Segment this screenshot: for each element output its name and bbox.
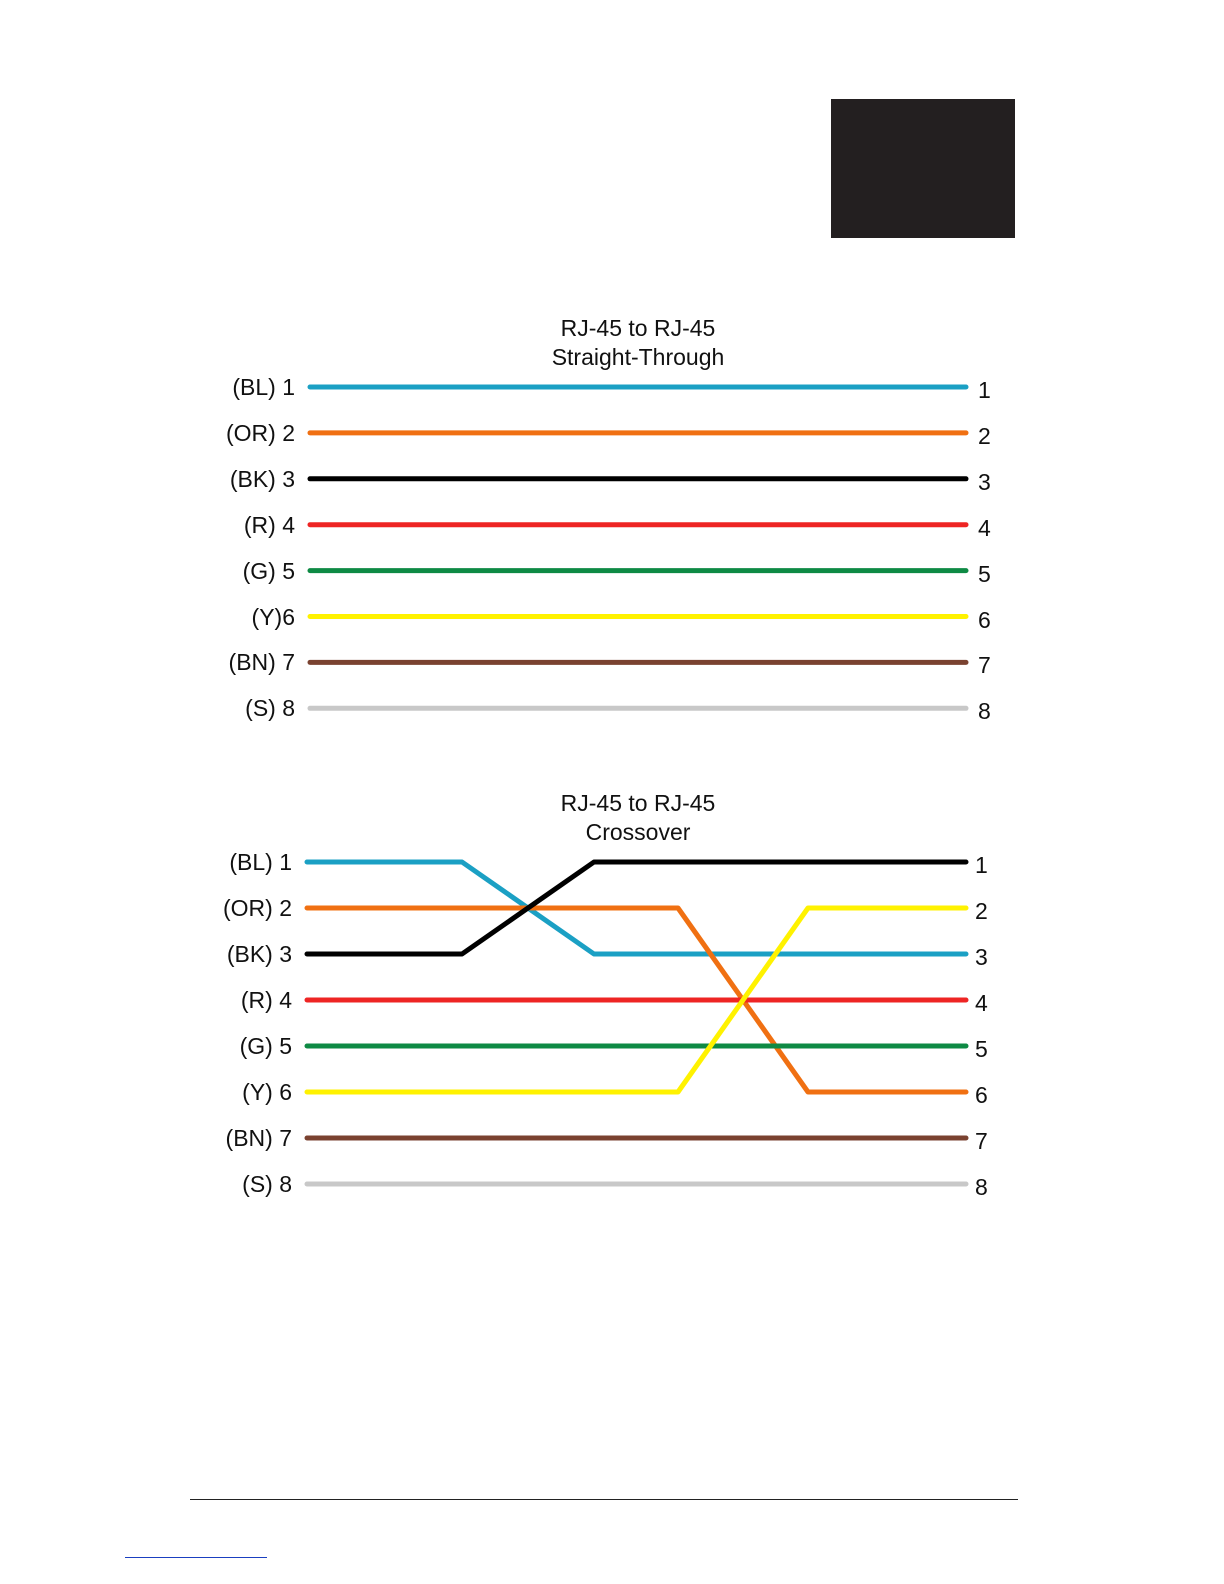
straight-right-pin-label: 2	[978, 422, 991, 449]
straight-left-pin-label: (Y)6	[251, 603, 295, 630]
straight-right-pin-label: 1	[978, 377, 991, 403]
crossover-right-pin-label: 4	[975, 990, 988, 1016]
straight-right-pin-label: 8	[978, 698, 991, 725]
straight-left-pin-label: (BN) 7	[228, 649, 295, 676]
crossover-wire-bk	[304, 859, 969, 957]
crossover-right-pin-label: 8	[975, 1174, 988, 1200]
straight-left-pin-label: (BK) 3	[229, 465, 295, 492]
straight-right-pin-label: 7	[978, 652, 991, 679]
crossover-title: RJ-45 to RJ-45 Crossover	[438, 789, 838, 847]
crossover-left-pin-label: (OR) 2	[223, 895, 292, 921]
footer-divider	[190, 1499, 1018, 1500]
crossover-title-line1: RJ-45 to RJ-45	[560, 790, 716, 816]
crossover-left-pin-label: (BK) 3	[226, 941, 292, 967]
crossover-left-pin-label: (BL) 1	[229, 849, 292, 875]
crossover-left-pin-label: (S) 8	[242, 1171, 292, 1197]
straight-title-line2: Straight-Through	[551, 344, 725, 370]
straight-title: RJ-45 to RJ-45 Straight-Through	[438, 314, 838, 372]
crossover-left-pin-label: (G) 5	[239, 1033, 292, 1059]
footer-link-underline	[125, 1557, 267, 1558]
straight-left-pin-label: (S) 8	[245, 695, 295, 722]
crossover-left-pin-label: (R) 4	[240, 987, 292, 1013]
straight-right-pin-label: 3	[978, 468, 991, 495]
crossover-title-line2: Crossover	[585, 819, 691, 845]
straight-right-pin-label: 4	[978, 514, 991, 541]
straight-left-pin-label: (G) 5	[242, 557, 295, 584]
crossover-right-pin-label: 3	[975, 944, 988, 970]
crossover-right-pin-label: 7	[975, 1128, 988, 1154]
straight-left-pin-label: (BL) 1	[232, 374, 295, 400]
crossover-right-pin-label: 1	[975, 852, 988, 878]
crossover-right-pin-label: 2	[975, 898, 988, 924]
chapter-tab-block	[831, 99, 1015, 238]
crossover-left-pin-label: (BN) 7	[225, 1125, 292, 1151]
crossover-right-pin-label: 5	[975, 1036, 988, 1062]
straight-left-pin-label: (R) 4	[243, 511, 295, 538]
straight-right-pin-label: 6	[978, 606, 991, 633]
crossover-right-pin-label: 6	[975, 1082, 988, 1108]
straight-left-pin-label: (OR) 2	[226, 419, 295, 446]
straight-right-pin-label: 5	[978, 560, 991, 587]
crossover-wire-y	[304, 905, 969, 1095]
crossover-left-pin-label: (Y) 6	[242, 1079, 292, 1105]
straight-title-line1: RJ-45 to RJ-45	[560, 315, 716, 341]
